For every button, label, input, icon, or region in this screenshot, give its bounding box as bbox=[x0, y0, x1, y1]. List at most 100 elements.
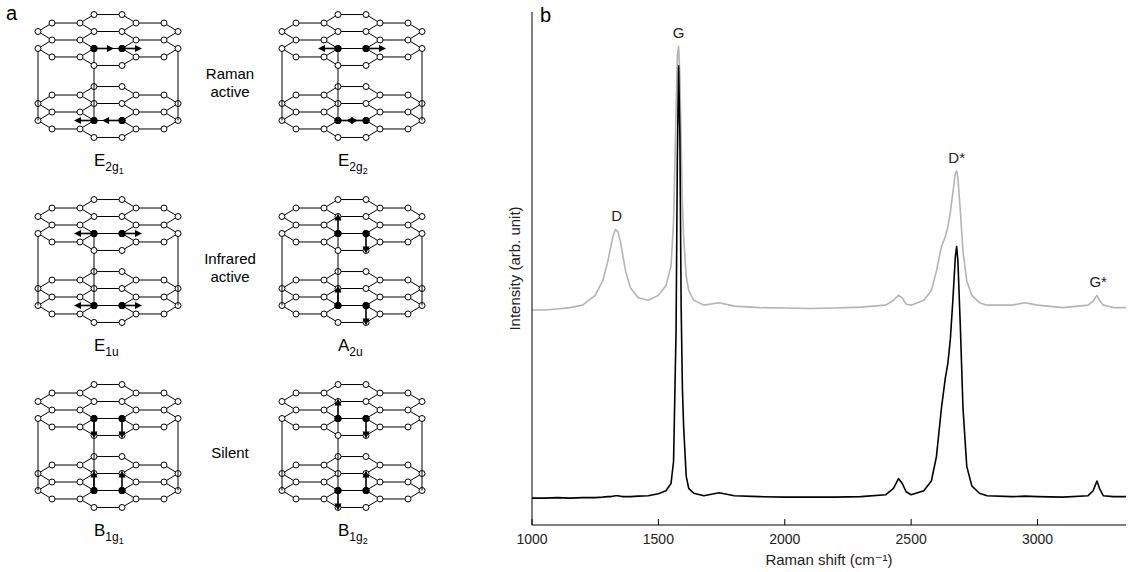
atom bbox=[133, 294, 139, 300]
atom bbox=[279, 214, 285, 220]
interlayer-line bbox=[178, 48, 179, 120]
mode-symbol: E bbox=[94, 336, 105, 355]
group-label: Ramanactive bbox=[206, 65, 254, 100]
atom bbox=[175, 214, 181, 220]
atom bbox=[335, 134, 341, 140]
bond bbox=[338, 31, 366, 32]
atom bbox=[335, 247, 341, 253]
atom bbox=[377, 407, 383, 413]
mode-subscript: 2g bbox=[349, 160, 362, 174]
atom bbox=[279, 29, 285, 35]
atom bbox=[119, 432, 125, 438]
displacement-arrow bbox=[365, 418, 367, 433]
atom bbox=[91, 382, 97, 388]
atom bbox=[405, 222, 411, 228]
bond bbox=[338, 233, 366, 234]
mode-subsubscript: 1 bbox=[119, 536, 124, 546]
atom bbox=[321, 294, 327, 300]
arrow-head bbox=[135, 302, 142, 309]
x-tick bbox=[911, 519, 912, 525]
arrow-head bbox=[363, 470, 370, 477]
bond bbox=[136, 241, 164, 242]
bond bbox=[338, 103, 366, 104]
atom bbox=[77, 311, 83, 317]
interlayer-line bbox=[422, 418, 423, 490]
atom bbox=[363, 504, 369, 510]
interlayer-line bbox=[338, 48, 339, 120]
mode-symbol: A bbox=[338, 336, 350, 355]
atom bbox=[161, 424, 167, 430]
bond bbox=[296, 280, 324, 281]
atom bbox=[405, 92, 411, 98]
atom bbox=[363, 12, 369, 18]
atom bbox=[119, 504, 125, 510]
displacement-arrow bbox=[122, 305, 137, 307]
atom bbox=[49, 479, 55, 485]
atom bbox=[119, 101, 125, 107]
atom bbox=[419, 45, 425, 51]
bond bbox=[296, 95, 324, 96]
panel-a: aRamanactiveE2g1E2g2InfraredactiveE1uA2u… bbox=[6, 2, 425, 546]
atom bbox=[161, 205, 167, 211]
bond bbox=[94, 137, 122, 138]
atom bbox=[77, 462, 83, 468]
atom bbox=[293, 126, 299, 132]
atom bbox=[161, 20, 167, 26]
atom bbox=[377, 54, 383, 60]
mode-drawing bbox=[35, 197, 181, 326]
bond bbox=[296, 208, 324, 209]
atom bbox=[77, 205, 83, 211]
atom bbox=[279, 45, 285, 51]
atom bbox=[77, 54, 83, 60]
atom bbox=[335, 286, 341, 292]
peak-label: G bbox=[673, 24, 685, 41]
atom bbox=[77, 294, 83, 300]
atom bbox=[293, 294, 299, 300]
bond bbox=[338, 456, 366, 457]
bond bbox=[136, 498, 164, 499]
x-tick-label: 1500 bbox=[643, 531, 674, 547]
atom bbox=[293, 277, 299, 283]
atom bbox=[293, 424, 299, 430]
x-tick bbox=[532, 519, 533, 525]
arrow-head bbox=[379, 45, 386, 52]
bond bbox=[380, 225, 408, 226]
x-axis-title: Raman shift (cm⁻¹) bbox=[765, 551, 892, 568]
interlayer-line bbox=[94, 418, 95, 490]
displacement-arrow bbox=[337, 403, 339, 418]
bond bbox=[94, 418, 122, 419]
atom bbox=[133, 390, 139, 396]
atom bbox=[363, 197, 369, 203]
atom bbox=[293, 92, 299, 98]
bond bbox=[136, 393, 164, 394]
arrow-head bbox=[363, 246, 370, 253]
atom bbox=[335, 197, 341, 203]
atom bbox=[119, 286, 125, 292]
atom bbox=[35, 415, 41, 421]
figure: aRamanactiveE2g1E2g2InfraredactiveE1uA2u… bbox=[0, 0, 1134, 572]
bond bbox=[136, 482, 164, 483]
arrow-head bbox=[335, 213, 342, 220]
atom bbox=[363, 454, 369, 460]
bond bbox=[94, 305, 122, 306]
x-tick-label: 2000 bbox=[769, 531, 800, 547]
bond bbox=[52, 297, 80, 298]
bond bbox=[338, 137, 366, 138]
bond bbox=[338, 305, 366, 306]
bond bbox=[136, 95, 164, 96]
atom bbox=[119, 197, 125, 203]
mode-subscript: 1u bbox=[105, 345, 118, 359]
atom bbox=[77, 407, 83, 413]
atom bbox=[161, 407, 167, 413]
atom bbox=[377, 294, 383, 300]
atom bbox=[49, 462, 55, 468]
bond bbox=[94, 199, 122, 200]
bond bbox=[94, 250, 122, 251]
atom bbox=[321, 239, 327, 245]
bond bbox=[338, 48, 366, 49]
bond bbox=[338, 384, 366, 385]
displacement-arrow bbox=[107, 120, 122, 122]
bond bbox=[380, 128, 408, 129]
atom bbox=[35, 214, 41, 220]
mode-label: B1g2 bbox=[338, 521, 368, 546]
